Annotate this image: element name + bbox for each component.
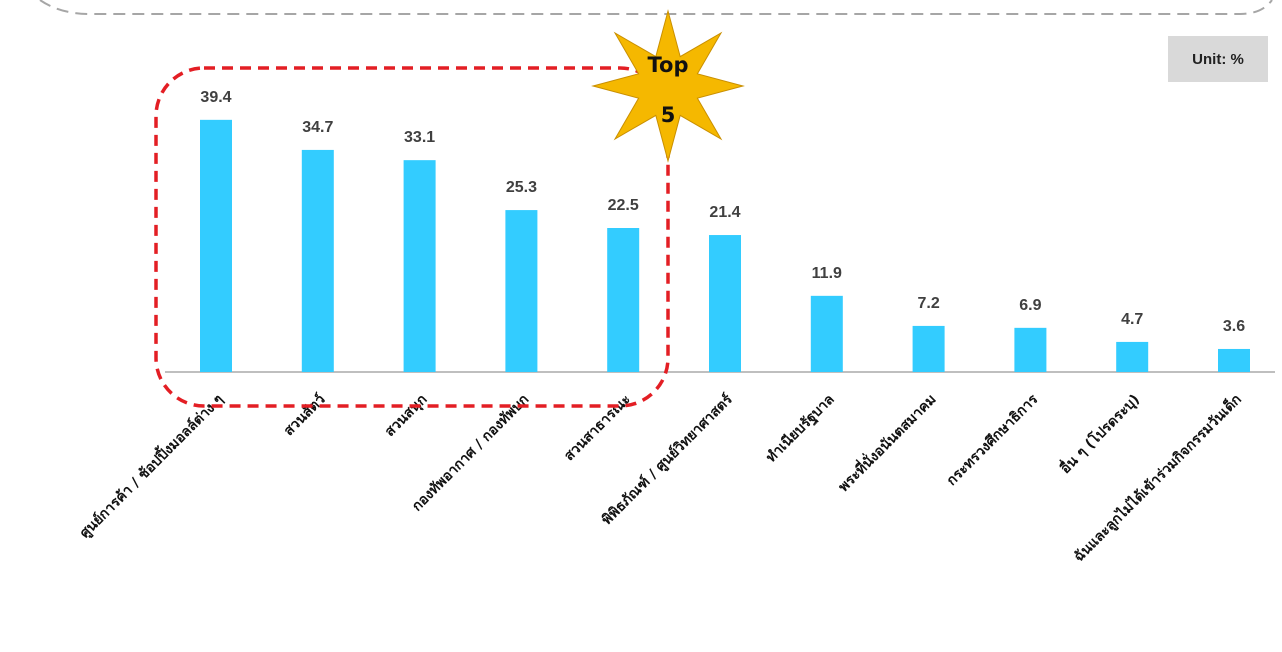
category-label: ฉันและลูกไม่ได้เข้าร่วมกิจกรรมวันเด็ก [1070, 390, 1245, 565]
badge-text-top: Top [648, 53, 689, 77]
category-label: กองทัพอากาศ / กองทัพบก [409, 392, 532, 515]
bar [301, 149, 334, 372]
bar [1116, 341, 1149, 372]
category-label: พระที่นั่งอนันตสมาคม [834, 389, 940, 495]
category-label: ทำเนียบรัฐบาล [763, 392, 838, 467]
value-label: 34.7 [302, 119, 333, 136]
value-label: 39.4 [200, 89, 231, 106]
value-label: 4.7 [1121, 311, 1143, 328]
value-label: 11.9 [812, 265, 842, 282]
badge-text-count: 5 [661, 103, 676, 127]
category-label: สวนสนุก [382, 392, 430, 440]
bar [403, 160, 436, 372]
bars-layer [200, 119, 1250, 372]
bar [607, 228, 640, 372]
value-label: 3.6 [1223, 318, 1245, 335]
bar [1014, 327, 1047, 372]
value-label: 21.4 [709, 204, 740, 221]
value-label: 6.9 [1019, 297, 1041, 314]
category-label: สวนสัตว์ [280, 391, 329, 440]
value-label: 25.3 [506, 179, 537, 196]
category-label: สวนสาธารณะ [561, 392, 634, 465]
category-labels-layer: ศูนย์การค้า / ช้อปปิ้งมอลล์ต่าง ๆ สวนสัตว… [74, 389, 1245, 566]
bar [912, 325, 945, 372]
value-label: 33.1 [404, 129, 435, 146]
top-frame [39, 0, 1273, 15]
category-label: ศูนย์การค้า / ช้อปปิ้งมอลล์ต่าง ๆ [74, 389, 227, 542]
category-label: กระทรวงศึกษาธิการ [943, 390, 1041, 488]
bar [200, 119, 232, 372]
star-badge-icon [591, 9, 745, 163]
value-label: 22.5 [608, 197, 639, 214]
bar [505, 210, 538, 372]
bar [709, 235, 741, 372]
top5-highlight-box [154, 66, 670, 408]
value-labels-layer: 39.4 34.7 33.1 25.3 22.5 21.4 11.9 7.2 6.9 4.7 3.6 [200, 89, 1245, 335]
unit-label: Unit: % [1168, 36, 1268, 82]
value-label: 7.2 [917, 295, 939, 312]
top5-badge: Top 5 [591, 9, 745, 163]
bar [810, 295, 843, 372]
category-label: อื่น ๆ (โปรดระบุ) [1055, 389, 1143, 477]
bar [1218, 348, 1250, 372]
